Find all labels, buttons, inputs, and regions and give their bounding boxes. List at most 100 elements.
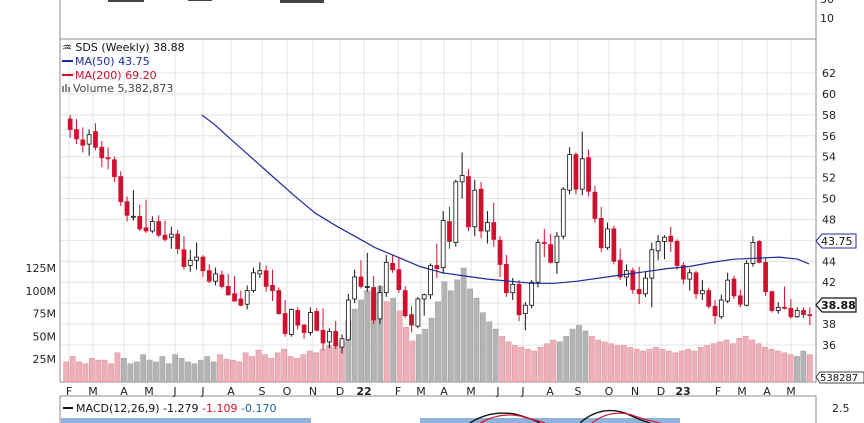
candle-body — [263, 270, 269, 287]
volume-bar — [576, 325, 582, 383]
candle-body — [137, 215, 143, 230]
candle-body — [636, 289, 642, 295]
candle-body — [668, 235, 674, 242]
legend-period: (Weekly) — [101, 41, 149, 54]
candle-body — [472, 189, 478, 228]
candle-body — [693, 272, 699, 295]
volume-bar — [210, 361, 217, 383]
volume-bar — [556, 341, 563, 383]
volume-bar — [595, 339, 602, 383]
x-month-label: J — [495, 385, 499, 398]
candle-body — [112, 159, 117, 177]
volume-bar — [274, 352, 281, 383]
volume-legend-row: Volume 5,382,873 — [73, 82, 173, 95]
volume-bar — [165, 363, 172, 383]
volume-tag: 538287 — [815, 371, 864, 384]
volume-bar — [787, 354, 794, 383]
volume-bar — [358, 299, 364, 383]
volume-bar — [76, 361, 82, 383]
volume-bar — [114, 352, 121, 383]
candle-body — [289, 309, 294, 335]
volume-bar — [127, 363, 134, 383]
candle-body — [213, 273, 218, 282]
volume-bars — [63, 267, 813, 383]
volume-bar — [640, 350, 646, 383]
volume-bar — [781, 352, 788, 383]
volume-bar — [159, 356, 166, 383]
candle-body — [434, 265, 440, 270]
macd-histogram-band — [420, 418, 680, 423]
volume-tag-value: 538287 — [820, 373, 858, 384]
price-tick: 54 — [822, 151, 836, 164]
price-tag-value: 38.88 — [821, 299, 856, 312]
x-month-label: A — [120, 385, 128, 398]
candle-body — [510, 283, 516, 294]
volume-bar — [774, 350, 781, 383]
candle-body — [364, 286, 370, 288]
candle-body — [181, 249, 187, 267]
ma50-legend-label: MA(50) — [75, 55, 115, 68]
candle-body — [396, 269, 402, 290]
candle-body — [554, 235, 560, 263]
candle-body — [478, 188, 484, 232]
volume-bar — [460, 267, 467, 383]
volume-bar — [505, 341, 512, 383]
candle-body — [592, 191, 598, 219]
volume-bar — [621, 345, 627, 383]
x-month-label: O — [605, 385, 614, 398]
volume-bar — [332, 347, 339, 383]
volume-bar — [287, 356, 294, 383]
x-month-label: A — [763, 385, 771, 398]
volume-bar — [614, 345, 621, 383]
candle-body — [712, 305, 718, 317]
volume-bar — [383, 301, 390, 383]
candle-body — [244, 290, 250, 305]
volume-bar — [230, 359, 236, 383]
volume-bar — [197, 359, 204, 383]
volume-bar — [794, 356, 800, 383]
candle-body — [257, 270, 263, 275]
candle-body — [579, 158, 585, 190]
macd-panel: MACD(12,26,9) -1.279 -1.109 -0.170 2.5 — [61, 402, 850, 423]
volume-bar — [153, 361, 159, 383]
candle-body — [535, 242, 541, 283]
x-year-label: 23 — [675, 385, 690, 398]
candle-body — [251, 272, 256, 292]
candle-body — [643, 277, 648, 295]
volume-bar — [486, 321, 493, 383]
candle-body — [466, 176, 471, 228]
volume-bar — [672, 352, 679, 383]
volume-bar — [499, 336, 505, 383]
candle-body — [200, 256, 206, 272]
volume-bar — [178, 358, 185, 383]
volume-bar — [294, 358, 300, 383]
volume-bar — [403, 327, 409, 383]
candle-glyph-icon: ♒ — [62, 41, 72, 54]
candle-body — [187, 259, 193, 266]
volume-tick: 100M — [26, 285, 57, 298]
candle-body — [168, 233, 174, 238]
top-panel-candle — [280, 0, 324, 3]
candle-body — [320, 329, 326, 344]
x-month-label: N — [631, 385, 639, 398]
volume-bar — [390, 297, 396, 383]
candle-body — [131, 215, 136, 218]
candle-body — [232, 293, 237, 302]
macd-label: MACD(12,26,9) — [76, 402, 160, 415]
legend-last: 38.88 — [153, 41, 185, 54]
volume-bar — [537, 347, 544, 383]
candle-body — [86, 134, 92, 145]
ma50-line — [201, 114, 810, 284]
ma50-legend-value: 43.75 — [118, 55, 150, 68]
volume-bar — [255, 349, 262, 383]
x-month-label: N — [309, 385, 317, 398]
macd-tick: 2.5 — [832, 402, 850, 415]
candle-body — [175, 233, 180, 250]
x-month-label: S — [259, 385, 266, 398]
ma200-legend-label: MA(200) — [75, 69, 122, 82]
volume-bar — [800, 350, 807, 383]
candle-body — [282, 313, 288, 334]
candle-body — [409, 314, 414, 326]
candle-body — [74, 129, 79, 140]
